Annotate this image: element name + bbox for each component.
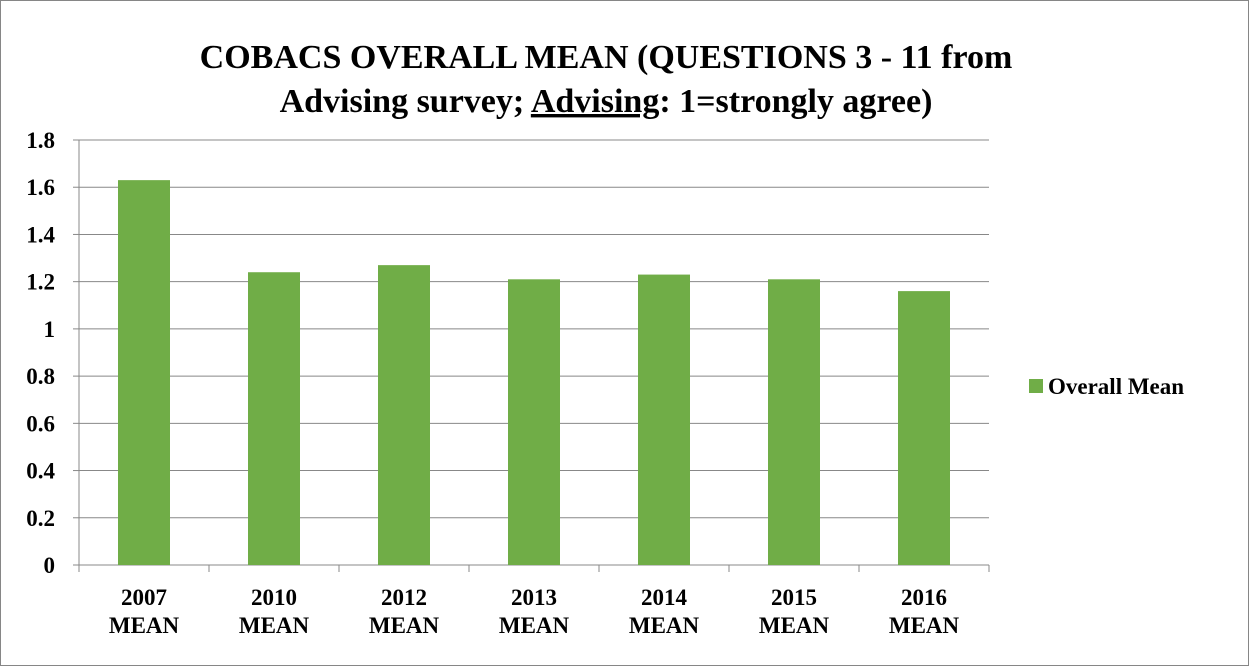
- y-tick-label: 1.8: [26, 128, 55, 153]
- chart-title-part: : 1=strongly agree): [659, 83, 932, 120]
- x-tick-label: 2016 MEAN: [888, 585, 960, 638]
- y-tick-label: 0.8: [26, 364, 55, 389]
- bar: [508, 279, 560, 565]
- y-tick-label: 0.4: [26, 459, 55, 484]
- chart-title: COBACS OVERALL MEAN (QUESTIONS 3 - 11 fr…: [200, 39, 1013, 76]
- x-tick-label: 2010 MEAN: [238, 585, 310, 638]
- y-tick-label: 0.2: [26, 506, 55, 531]
- bar: [768, 279, 820, 565]
- x-tick-label: 2014 MEAN: [628, 585, 700, 638]
- x-tick-label: 2007 MEAN: [108, 585, 180, 638]
- bar: [898, 291, 950, 565]
- bar: [118, 180, 170, 565]
- chart-title: Advising survey; Advising: 1=strongly ag…: [280, 83, 933, 120]
- x-tick-label: 2013 MEAN: [498, 585, 570, 638]
- bar: [248, 272, 300, 565]
- x-tick-label: 2012 MEAN: [368, 585, 440, 638]
- y-tick-label: 0.6: [26, 411, 55, 436]
- y-tick-label: 1.6: [26, 175, 55, 200]
- bar: [378, 265, 430, 565]
- y-tick-label: 0: [44, 553, 56, 578]
- y-tick-label: 1.2: [26, 270, 55, 295]
- bar: [638, 274, 690, 565]
- chart-title-part: Advising survey;: [280, 83, 531, 120]
- chart-title-part: Advising: [531, 83, 660, 120]
- x-tick-label: 2015 MEAN: [758, 585, 830, 638]
- y-tick-label: 1: [44, 317, 56, 342]
- y-tick-label: 1.4: [26, 222, 55, 247]
- legend-label: Overall Mean: [1048, 374, 1184, 399]
- legend-swatch: [1029, 379, 1043, 393]
